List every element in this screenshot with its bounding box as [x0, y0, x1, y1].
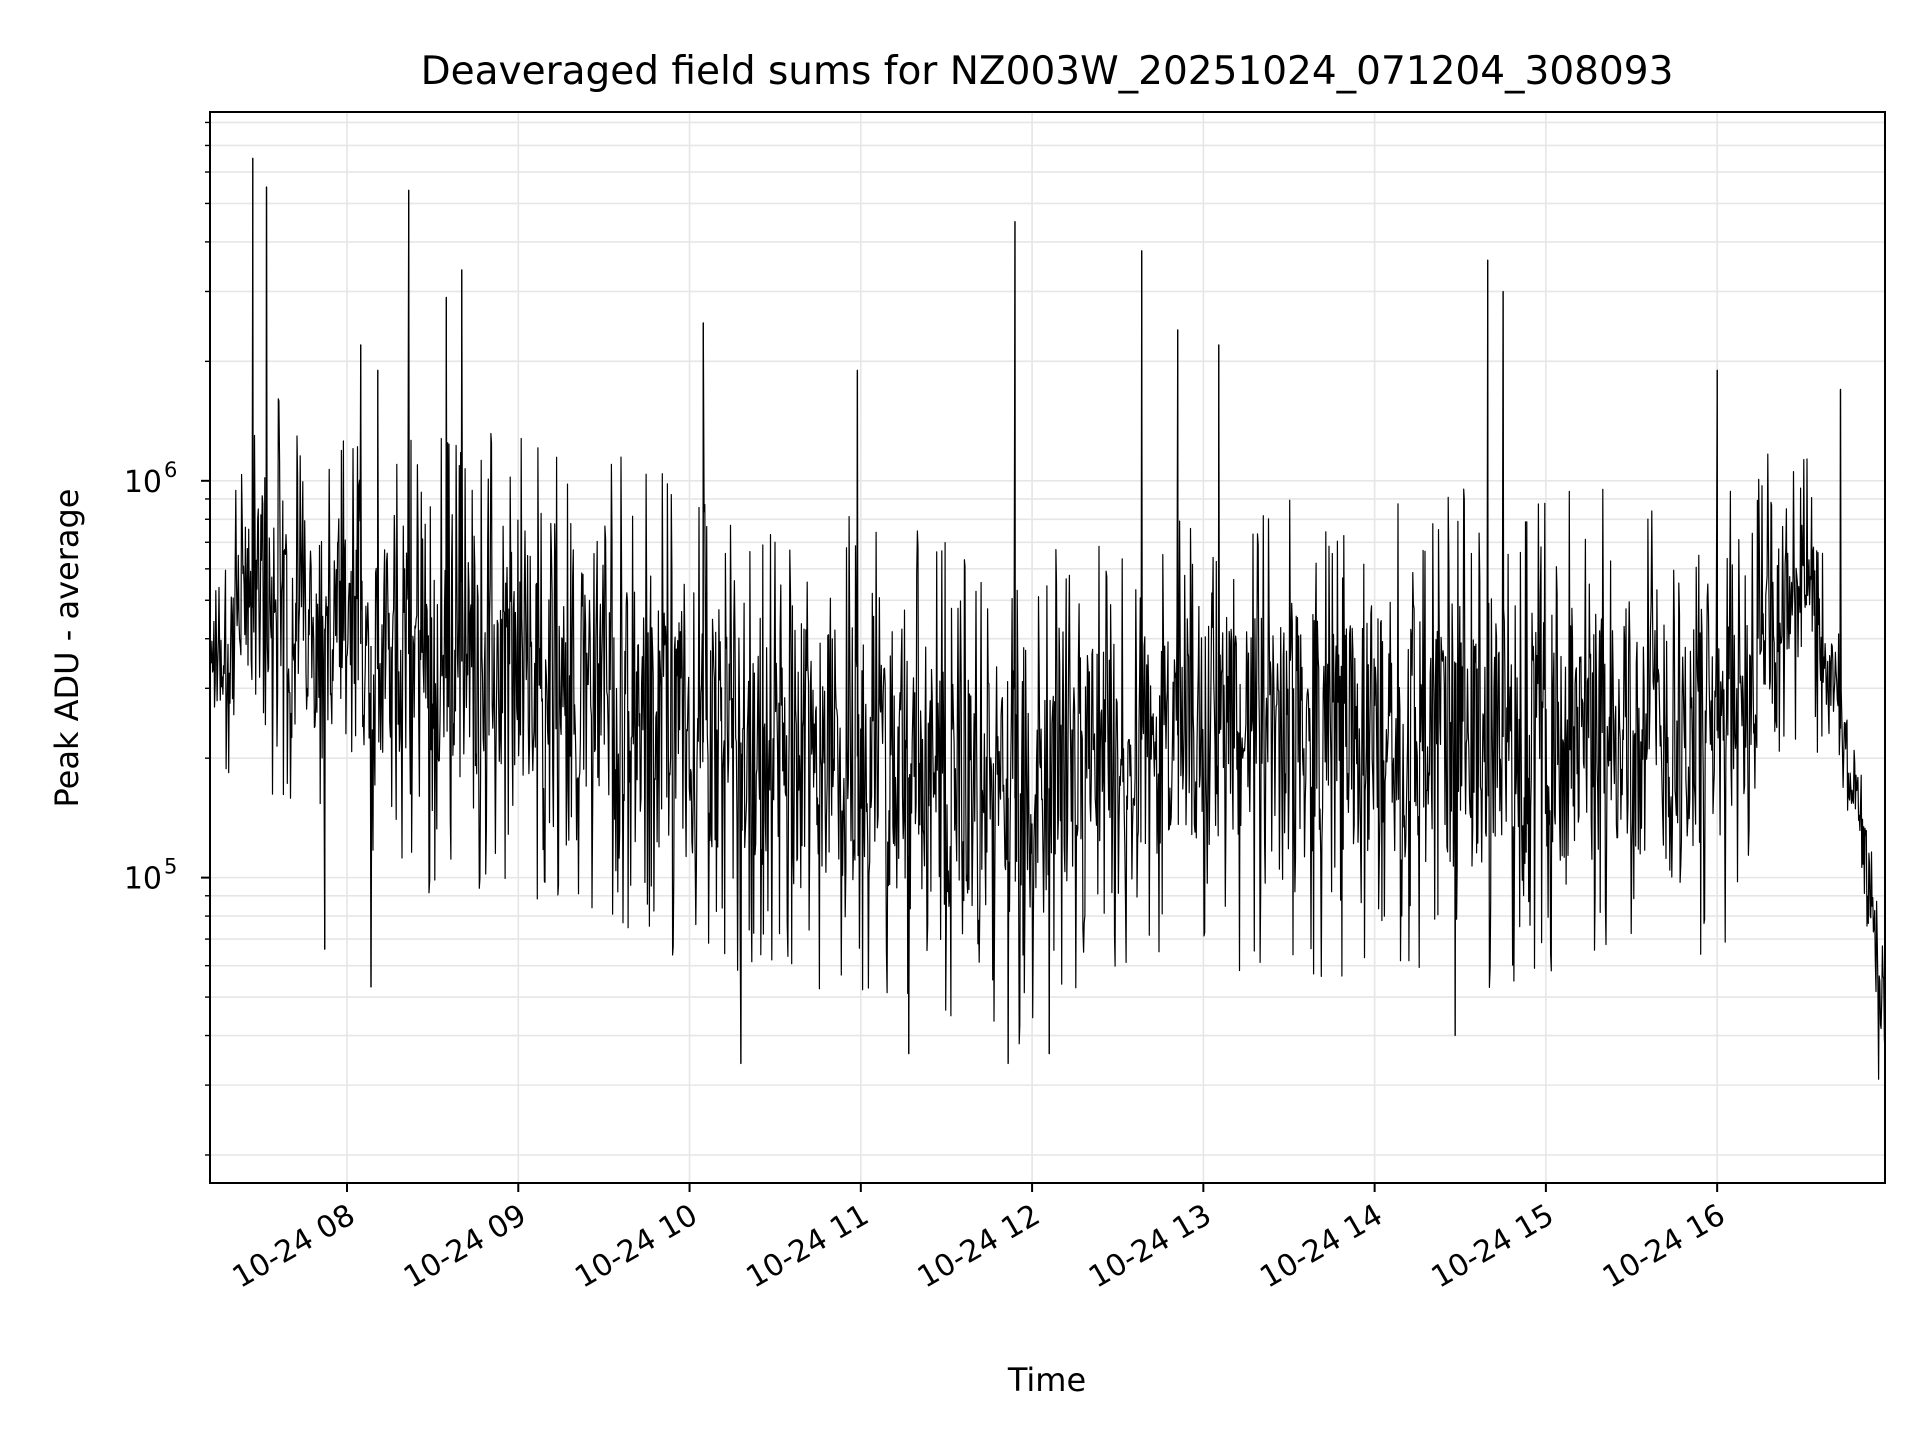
- x-tick-label: 10-24 09: [398, 1198, 532, 1296]
- x-tick-label: 10-24 10: [569, 1198, 703, 1296]
- y-tick-exponent: 5: [164, 855, 177, 879]
- chart-title: Deaveraged field sums for NZ003W_2025102…: [421, 49, 1674, 94]
- x-tick-label: 10-24 15: [1426, 1198, 1560, 1296]
- x-tick-label: 10-24 16: [1597, 1198, 1731, 1296]
- x-tick-label: 10-24 14: [1254, 1198, 1388, 1296]
- series-layer: [209, 157, 1886, 1080]
- y-tick-exponent: 6: [164, 458, 177, 482]
- x-ticks: 10-24 08 10-24 09 10-24 10 10-24 11 10-24 12…: [227, 1183, 1731, 1295]
- y-tick-label: 10: [124, 862, 162, 897]
- y-axis-label: Peak ADU - average: [48, 489, 86, 808]
- x-tick-label: 10-24 08: [227, 1198, 361, 1296]
- plot-frame: [209, 111, 1886, 1184]
- x-tick-label: 10-24 13: [1083, 1198, 1217, 1296]
- y-tick-label: 10: [124, 465, 162, 500]
- x-tick-label: 10-24 11: [740, 1198, 874, 1296]
- x-tick-label: 10-24 12: [912, 1198, 1046, 1296]
- x-axis-label: Time: [1007, 1361, 1086, 1399]
- series-line-deaveraged-field-sum: [209, 157, 1886, 1080]
